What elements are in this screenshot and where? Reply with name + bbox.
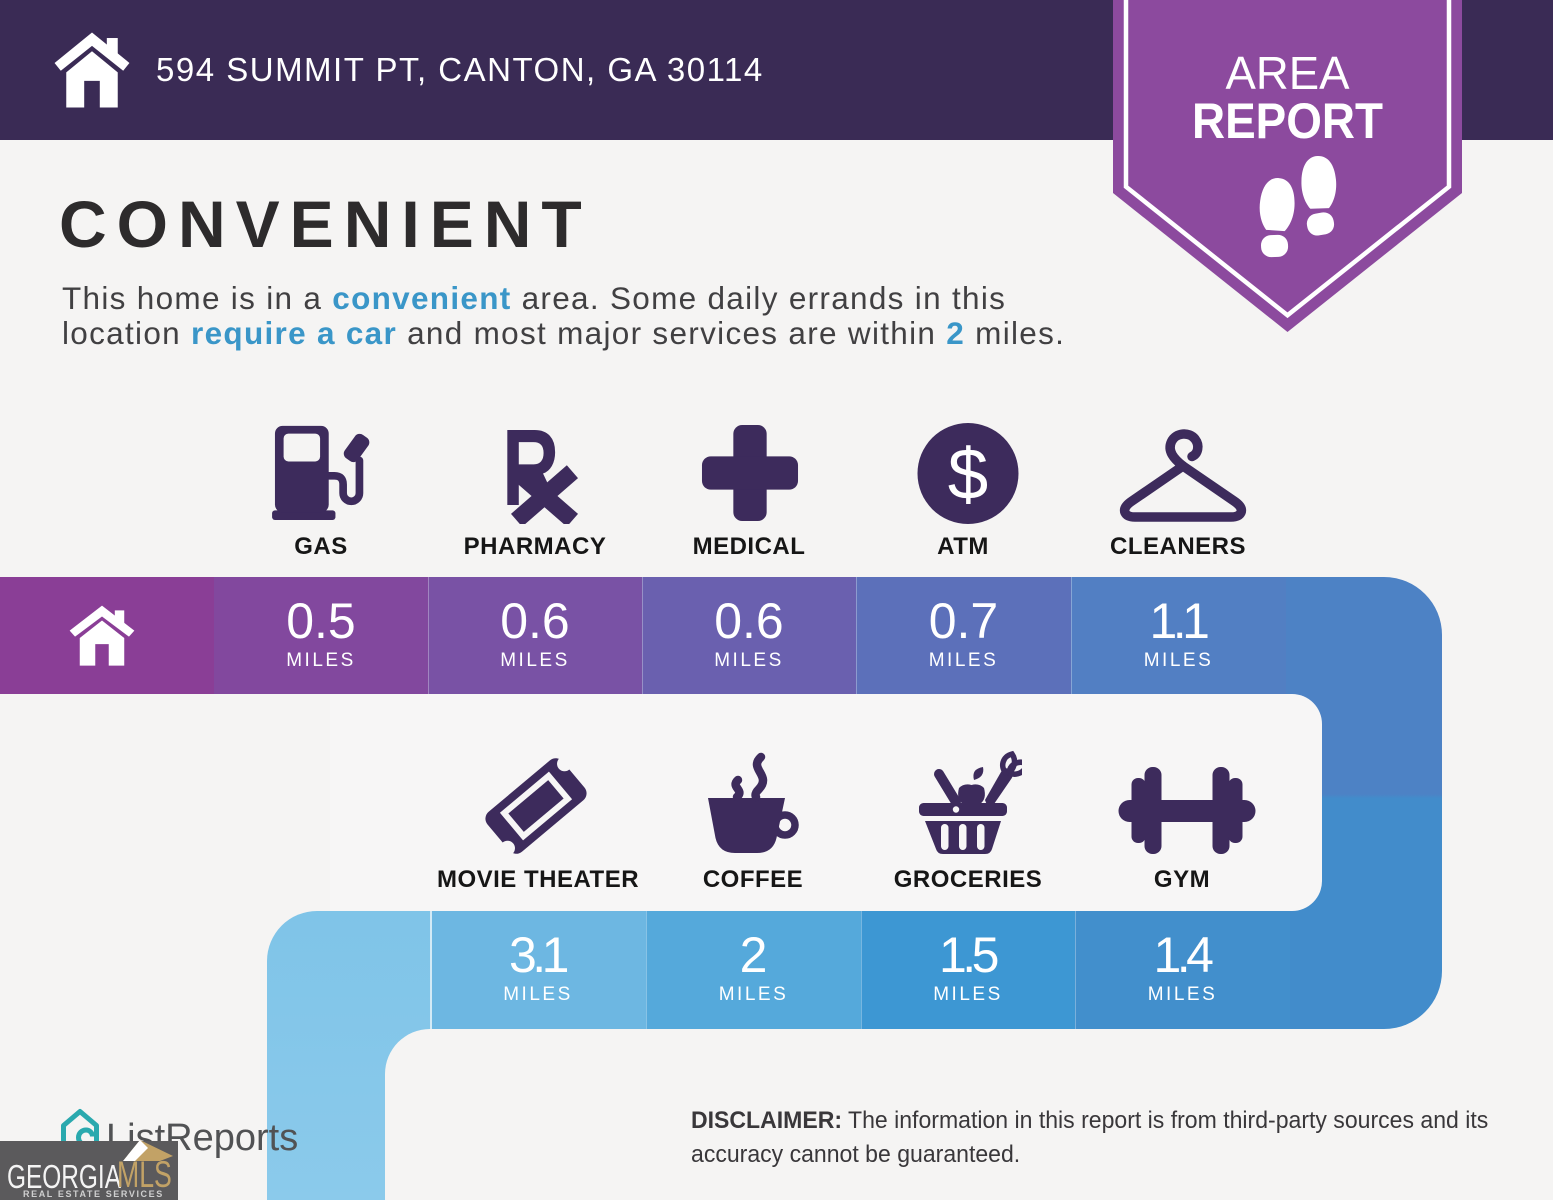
svg-text:AREA: AREA <box>1226 47 1350 99</box>
svg-text:REPORT: REPORT <box>1192 93 1383 149</box>
svg-text:$: $ <box>948 434 988 515</box>
